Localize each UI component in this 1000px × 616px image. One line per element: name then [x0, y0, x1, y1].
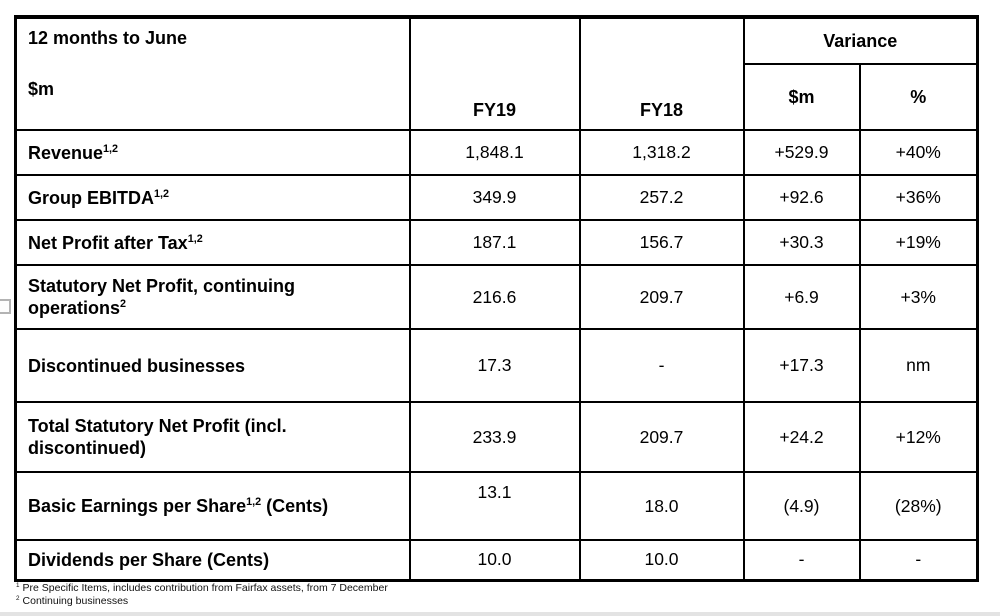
column-header-variance: Variance [742, 16, 979, 65]
footnote-2: 2 Continuing businesses [16, 595, 388, 608]
variance-subheader-m: $m [742, 63, 861, 131]
fy18-value: 18.0 [578, 471, 745, 541]
fy18-value: 1,318.2 [578, 129, 745, 176]
row-label: Statutory Net Profit, continuing operati… [14, 264, 411, 330]
variance-m-value: - [742, 539, 861, 581]
fy19-value: 216.6 [408, 264, 581, 330]
header-row-top: 12 months to June $m FY19 FY18 Variance [14, 16, 979, 131]
table-row-basic-eps: Basic Earnings per Share1,2 (Cents) 13.1… [14, 471, 979, 541]
table-row-statutory-net-profit-continuing: Statutory Net Profit, continuing operati… [14, 264, 979, 330]
fy19-value: 233.9 [408, 401, 581, 473]
header-row-sub: $m % [16, 63, 979, 131]
financial-results-table: 12 months to June $m FY19 FY18 Variance … [14, 15, 979, 582]
row-label: Discontinued businesses [14, 328, 411, 403]
fy18-value: 257.2 [578, 174, 745, 221]
variance-pct-value: (28%) [858, 471, 979, 541]
footnote-2-marker: 2 [16, 594, 20, 602]
row-label: Basic Earnings per Share1,2 (Cents) [14, 471, 411, 541]
bottom-edge-strip [0, 612, 1000, 616]
row-label: Dividends per Share (Cents) [14, 539, 411, 581]
variance-pct-value: +19% [858, 219, 979, 266]
footnote-1-marker: 1 [16, 581, 20, 589]
variance-pct-value: +36% [858, 174, 979, 221]
variance-m-value: +17.3 [742, 328, 861, 403]
variance-m-value: (4.9) [742, 471, 861, 541]
column-header-fy19: FY19 [408, 16, 581, 131]
footnote-2-text: Continuing businesses [22, 595, 129, 607]
footnote-1: 1 Pre Specific Items, includes contributi… [16, 582, 388, 595]
fy19-value: 187.1 [408, 219, 581, 266]
fy19-value: 17.3 [408, 328, 581, 403]
fy19-value: 349.9 [408, 174, 581, 221]
variance-m-value: +6.9 [742, 264, 861, 330]
variance-pct-value: +3% [858, 264, 979, 330]
table-row-revenue: Revenue1,2 1,848.1 1,318.2 +529.9 +40% [14, 129, 979, 176]
footnotes: 1 Pre Specific Items, includes contributi… [16, 582, 388, 608]
variance-pct-value: +12% [858, 401, 979, 473]
variance-m-value: +30.3 [742, 219, 861, 266]
period-label: 12 months to June [28, 28, 188, 48]
fy18-value: 10.0 [578, 539, 745, 581]
fy19-value: 13.1 [408, 471, 581, 541]
table-edge-handle [0, 299, 11, 314]
footnote-1-text: Pre Specific Items, includes contributio… [22, 582, 388, 594]
table-row-net-profit-after-tax: Net Profit after Tax1,2 187.1 156.7 +30.… [14, 219, 979, 266]
period-header-cell: 12 months to June $m [14, 16, 411, 131]
row-label: Group EBITDA1,2 [14, 174, 411, 221]
fy18-value: 209.7 [578, 264, 745, 330]
variance-pct-value: nm [858, 328, 979, 403]
fy18-value: - [578, 328, 745, 403]
column-header-fy18: FY18 [578, 16, 745, 131]
row-label: Net Profit after Tax1,2 [14, 219, 411, 266]
table-row-dividends-per-share: Dividends per Share (Cents) 10.0 10.0 - … [14, 539, 979, 581]
variance-pct-value: +40% [858, 129, 979, 176]
variance-m-value: +24.2 [742, 401, 861, 473]
variance-subheader-pct: % [858, 63, 979, 131]
variance-pct-value: - [858, 539, 979, 581]
fy19-value: 1,848.1 [408, 129, 581, 176]
fy19-value: 10.0 [408, 539, 581, 581]
variance-m-value: +92.6 [742, 174, 861, 221]
unit-label: $m [28, 79, 55, 99]
row-label: Total Statutory Net Profit (incl. discon… [14, 401, 411, 473]
table-row-total-statutory-net-profit: Total Statutory Net Profit (incl. discon… [14, 401, 979, 473]
table-row-group-ebitda: Group EBITDA1,2 349.9 257.2 +92.6 +36% [14, 174, 979, 221]
fy18-value: 209.7 [578, 401, 745, 473]
row-label: Revenue1,2 [14, 129, 411, 176]
variance-m-value: +529.9 [742, 129, 861, 176]
fy18-value: 156.7 [578, 219, 745, 266]
table-row-discontinued-businesses: Discontinued businesses 17.3 - +17.3 nm [14, 328, 979, 403]
